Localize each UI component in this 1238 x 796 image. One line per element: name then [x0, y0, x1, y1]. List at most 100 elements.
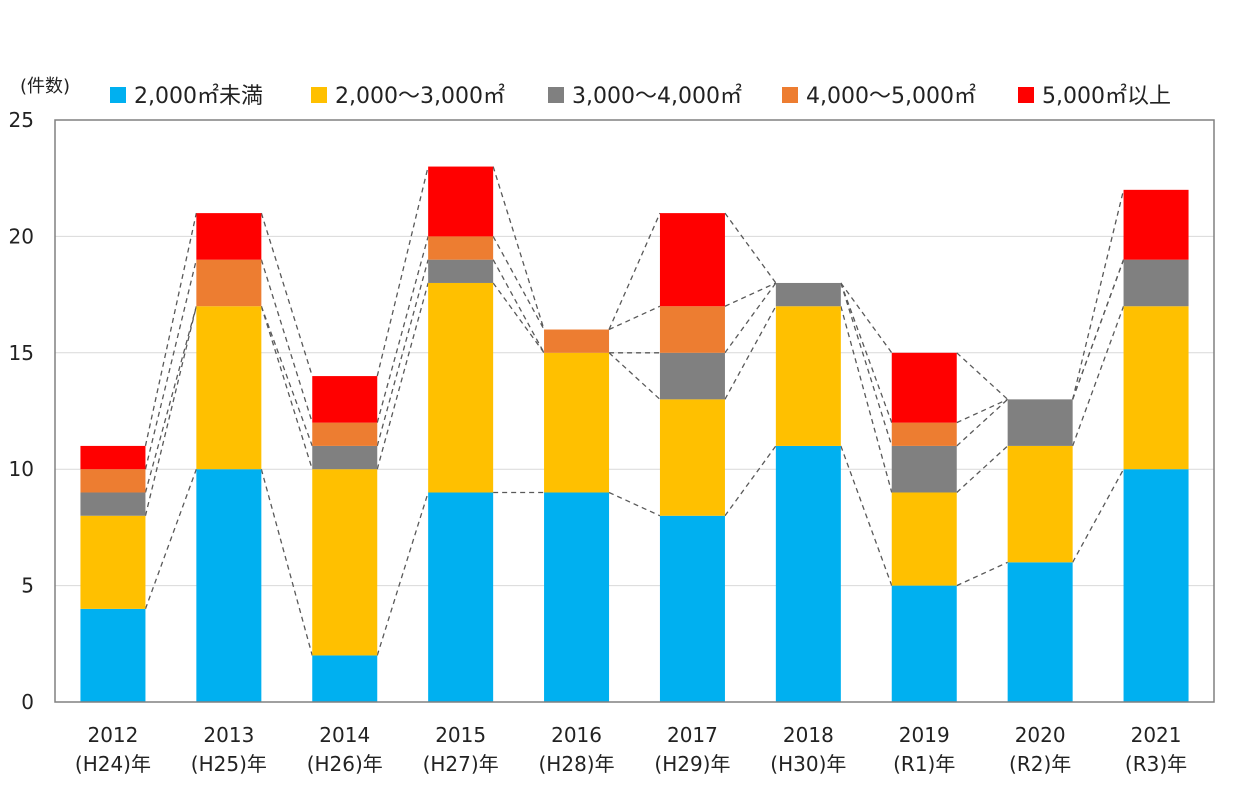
bar-segment: [1123, 306, 1189, 470]
series-connector-line: [724, 282, 777, 354]
series-connector-line: [840, 282, 893, 354]
legend-label: 5,000㎡以上: [1042, 83, 1171, 109]
series-connector-line: [956, 352, 1009, 400]
bar-segment: [80, 445, 146, 470]
x-tick-label: 2016: [551, 723, 602, 747]
y-tick-label: 10: [9, 457, 34, 481]
bar-segment: [80, 608, 146, 702]
series-connector-line: [1072, 189, 1125, 400]
x-tick-label: (H25)年: [191, 752, 267, 776]
bar-segment: [312, 445, 378, 470]
series-connector-line: [376, 282, 429, 470]
bar-segment: [659, 213, 725, 307]
x-tick-label: 2018: [783, 723, 834, 747]
legend-label: 2,000㎡未満: [134, 83, 263, 109]
series-connector-line: [840, 306, 893, 493]
legend-swatch: [548, 87, 564, 103]
series-connector-line: [608, 491, 661, 517]
bar-segment: [891, 492, 957, 586]
series-connector-line: [724, 282, 777, 307]
series-connector-line: [260, 469, 313, 656]
x-tick-label: 2020: [1015, 723, 1066, 747]
x-tick-label: (R3)年: [1125, 752, 1187, 776]
bar-segment: [80, 469, 146, 493]
series-connector-line: [144, 306, 197, 516]
bar-segment: [80, 515, 146, 609]
bar-segment: [312, 469, 378, 656]
bar-segment: [775, 445, 841, 702]
legend-swatch: [1018, 87, 1034, 103]
bar-segment: [312, 422, 378, 446]
y-tick-label: 25: [9, 108, 34, 132]
bar-segment: [1123, 189, 1189, 260]
bar-segment: [891, 352, 957, 423]
y-tick-label: 20: [9, 224, 34, 248]
legend-swatch: [782, 87, 798, 103]
series-connector-line: [956, 445, 1009, 493]
x-tick-label: (H30)年: [770, 752, 846, 776]
series-connector-line: [492, 282, 545, 354]
series-connector-line: [724, 445, 777, 517]
series-connector-line: [608, 305, 661, 331]
bar-segment: [544, 352, 610, 493]
x-tick-label: (R2)年: [1009, 752, 1071, 776]
bar-segment: [1123, 469, 1189, 702]
series-connector-line: [492, 166, 545, 330]
legend-label: 4,000～5,000㎡: [806, 83, 976, 109]
x-tick-label: (H24)年: [75, 752, 151, 776]
bar-segment: [196, 306, 262, 470]
x-tick-label: 2017: [667, 723, 718, 747]
x-tick-label: (H27)年: [423, 752, 499, 776]
bar-segment: [544, 492, 610, 702]
series-connector-line: [608, 352, 661, 400]
y-tick-label: 15: [9, 341, 34, 365]
bar-segment: [659, 306, 725, 353]
series-connector-line: [492, 236, 545, 330]
y-tick-label: 5: [21, 574, 34, 598]
bar-segment: [1007, 445, 1073, 563]
bar-segment: [1007, 562, 1073, 702]
bar-segment: [196, 469, 262, 702]
series-connector-line: [144, 259, 197, 470]
bar-segment: [775, 282, 841, 307]
series-connector-line: [1072, 259, 1125, 400]
bar-segment: [659, 399, 725, 516]
series-connector-line: [956, 398, 1008, 424]
series-connector-line: [260, 212, 313, 377]
bar-segment: [775, 306, 841, 446]
series-connector-line: [144, 306, 197, 493]
legend-swatch: [110, 87, 126, 103]
series-connector-line: [260, 306, 313, 447]
bar-segment: [428, 492, 494, 702]
series-connector-line: [724, 212, 777, 284]
bar-segment: [312, 655, 378, 702]
series-connector-line: [608, 212, 661, 330]
series-connector-line: [144, 212, 197, 447]
x-tick-label: (R1)年: [893, 752, 955, 776]
bar-segment: [891, 445, 957, 493]
bar-segment: [659, 352, 725, 400]
bar-segment: [659, 515, 725, 702]
y-axis-ticks: 0 5 10 15 20 25: [9, 108, 34, 714]
bar-segment: [428, 282, 494, 493]
x-axis-labels: 2012 (H24)年 2013 (H25)年 2014 (H26)年 2015 (H27)年…: [75, 723, 1187, 776]
series-connector-line: [840, 282, 893, 447]
series-connector-line: [956, 561, 1008, 587]
series-connector-line: [260, 259, 313, 423]
series-connector-line: [144, 468, 197, 610]
series-connector-line: [1072, 306, 1125, 447]
bar-segment: [196, 259, 262, 307]
y-tick-label: 0: [21, 690, 34, 714]
x-tick-label: 2021: [1131, 723, 1182, 747]
bar-segment: [428, 259, 494, 283]
bar-segment: [428, 236, 494, 260]
x-tick-label: (H29)年: [654, 752, 730, 776]
x-tick-label: 2013: [203, 723, 254, 747]
bar-segment: [1007, 399, 1073, 446]
bar-segment: [80, 492, 146, 516]
plot-area-border: [54, 119, 1215, 703]
x-tick-label: 2014: [319, 723, 370, 747]
y-axis-unit-label: (件数): [20, 76, 70, 97]
series-connector-line: [1072, 468, 1125, 563]
